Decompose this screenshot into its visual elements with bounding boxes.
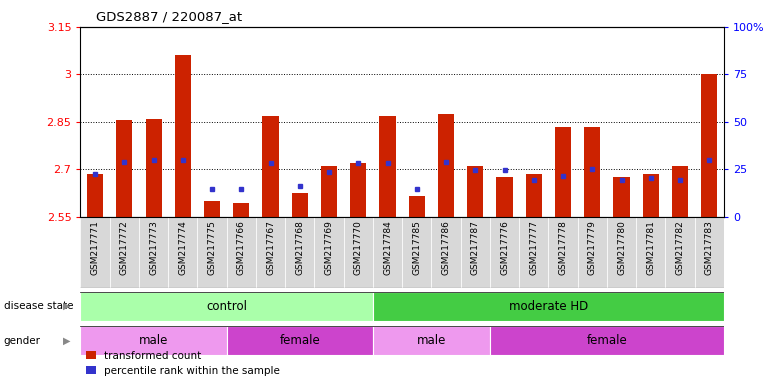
Bar [87,174,103,217]
Bar [467,166,483,217]
Text: male: male [417,334,446,347]
Bar [373,326,490,355]
Bar [169,217,198,288]
Bar [234,203,250,217]
Bar [607,217,636,288]
Text: GSM217787: GSM217787 [471,220,480,275]
Bar [263,116,279,217]
Text: moderate HD: moderate HD [509,300,588,313]
Text: disease state: disease state [4,301,74,311]
Bar [204,201,220,217]
Bar [292,193,308,217]
Text: GSM217774: GSM217774 [178,220,188,275]
Bar [80,292,373,321]
Bar [110,217,139,288]
Bar [460,217,490,288]
Bar [643,174,659,217]
Text: female: female [280,334,320,347]
Bar [116,120,133,217]
Bar [80,326,227,355]
Bar [490,326,724,355]
Text: control: control [206,300,247,313]
Text: GSM217781: GSM217781 [647,220,655,275]
Bar [256,217,285,288]
Text: GSM217783: GSM217783 [705,220,714,275]
Bar [80,217,110,288]
Bar [146,119,162,217]
Text: GSM217769: GSM217769 [325,220,333,275]
Bar [350,163,366,217]
Text: GSM217780: GSM217780 [617,220,626,275]
Bar [314,217,344,288]
Bar [227,217,256,288]
Bar [431,217,460,288]
Text: GDS2887 / 220087_at: GDS2887 / 220087_at [96,10,242,23]
Text: GSM217786: GSM217786 [441,220,450,275]
Text: GSM217768: GSM217768 [295,220,304,275]
Bar [578,217,607,288]
Bar [139,217,169,288]
Bar [555,127,571,217]
Text: ▶: ▶ [63,336,70,346]
Text: ▶: ▶ [63,301,70,311]
Bar [701,74,717,217]
Text: GSM217766: GSM217766 [237,220,246,275]
Text: GSM217767: GSM217767 [266,220,275,275]
Bar [672,166,688,217]
Text: GSM217771: GSM217771 [90,220,100,275]
Bar [438,114,454,217]
Bar [636,217,666,288]
Bar [695,217,724,288]
Text: female: female [587,334,627,347]
Bar [409,196,425,217]
Bar [175,55,191,217]
Bar [285,217,314,288]
Text: GSM217785: GSM217785 [412,220,421,275]
Text: GSM217778: GSM217778 [558,220,568,275]
Bar [373,292,724,321]
Bar [402,217,431,288]
Text: GSM217770: GSM217770 [354,220,363,275]
Text: GSM217782: GSM217782 [676,220,685,275]
Bar [519,217,548,288]
Bar [373,217,402,288]
Bar [666,217,695,288]
Bar [490,217,519,288]
Bar [321,166,337,217]
Bar [584,127,601,217]
Text: GSM217772: GSM217772 [119,220,129,275]
Text: GSM217777: GSM217777 [529,220,538,275]
Bar [344,217,373,288]
Text: GSM217779: GSM217779 [588,220,597,275]
Text: GSM217776: GSM217776 [500,220,509,275]
Bar [525,174,542,217]
Text: GSM217773: GSM217773 [149,220,158,275]
Legend: transformed count, percentile rank within the sample: transformed count, percentile rank withi… [86,351,280,376]
Text: GSM217784: GSM217784 [383,220,392,275]
Bar [548,217,578,288]
Bar [496,177,512,217]
Text: gender: gender [4,336,41,346]
Text: male: male [139,334,169,347]
Bar [227,326,373,355]
Bar [379,116,395,217]
Text: GSM217775: GSM217775 [208,220,217,275]
Bar [198,217,227,288]
Bar [614,177,630,217]
